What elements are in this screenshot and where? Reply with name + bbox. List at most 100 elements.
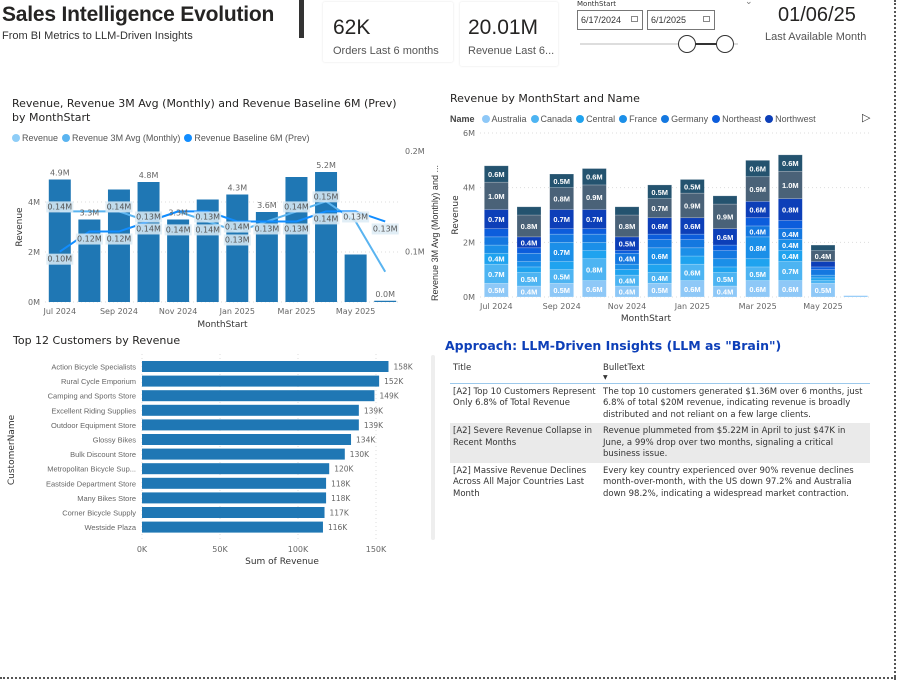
kpi-card-orders: 62K Orders Last 6 months — [323, 2, 453, 62]
stacked-segment — [516, 266, 542, 273]
legend-item[interactable]: Central — [576, 114, 615, 124]
bar-data-label: 4.3M — [227, 184, 247, 193]
revenue-bar — [107, 189, 130, 302]
revenue-bar — [374, 300, 397, 302]
last-month-value: 01/06/25 — [778, 4, 856, 26]
segment-data-label: 0.9M — [684, 201, 701, 210]
line-label-bg — [253, 223, 281, 235]
segment-data-label: 0.6M — [651, 252, 668, 261]
revenue-bar — [48, 179, 71, 302]
slider-start-handle[interactable] — [678, 35, 697, 53]
line-data-label: 0.14M — [225, 223, 250, 232]
legend-item[interactable]: Northwest — [765, 114, 816, 124]
legend-next-arrow-icon[interactable]: ▷ — [862, 111, 871, 124]
line-data-label: 0.14M — [47, 202, 72, 211]
calendar-icon[interactable] — [703, 16, 710, 22]
x-tick-label: Jan 2025 — [674, 302, 710, 311]
line-data-label: 0.14M — [107, 202, 132, 211]
insight-title: [A2] Top 10 Customers Represent Only 6.8… — [453, 386, 596, 409]
scrollbar[interactable] — [431, 355, 435, 540]
start-date-input[interactable]: 6/17/2024 — [577, 10, 643, 30]
customer-name: Westside Plaza — [84, 523, 136, 532]
column-header-title[interactable]: Title — [453, 363, 472, 373]
segment-data-label: 0.6M — [651, 222, 668, 231]
combo-chart-legend: Revenue Revenue 3M Avg (Monthly) Revenue B… — [12, 133, 309, 143]
customer-name: Excellent Riding Supplies — [51, 406, 136, 415]
kpi-value: 62K — [333, 16, 371, 39]
insights-table: Title BulletText ▼ [A2] Top 10 Customers … — [450, 362, 870, 502]
bar-data-label: 118K — [331, 479, 351, 488]
x-axis-title: MonthStart — [197, 320, 248, 330]
combo-chart-title: Revenue, Revenue 3M Avg (Monthly) and Re… — [12, 97, 397, 124]
date-slider-track[interactable] — [580, 43, 738, 45]
stacked-segment — [484, 181, 509, 210]
table-row[interactable]: [A2] Top 10 Customers Represent Only 6.8… — [450, 383, 870, 423]
legend-label: Australia — [491, 114, 527, 124]
table-row[interactable]: [A2] Severe Revenue Collapse in Recent M… — [450, 423, 870, 463]
customer-bar — [142, 507, 325, 518]
legend-item[interactable]: Revenue — [12, 133, 58, 143]
end-date-value: 6/1/2025 — [651, 15, 687, 25]
y-axis-title: Revenue — [15, 207, 25, 247]
segment-data-label: 0.7M — [553, 215, 570, 224]
calendar-icon[interactable] — [631, 16, 638, 22]
legend-item[interactable]: Northeast — [712, 114, 761, 124]
segment-data-label: 0.6M — [488, 170, 505, 179]
stacked-segment — [582, 233, 607, 243]
segment-data-label: 0.6M — [749, 285, 766, 294]
stacked-segment — [680, 247, 705, 257]
stacked-segment — [810, 261, 836, 268]
legend-item[interactable]: Canada — [530, 114, 572, 124]
stacked-segment — [843, 295, 868, 298]
legend-item[interactable]: Revenue Baseline 6M (Prev) — [184, 133, 309, 143]
chevron-down-icon[interactable]: ⌄ — [745, 0, 753, 7]
legend-dot-icon — [576, 115, 585, 123]
segment-data-label: 0.6M — [749, 206, 766, 215]
stacked-chart-title: Revenue by MonthStart and Name — [450, 92, 640, 105]
x-tick-label: May 2025 — [336, 307, 375, 316]
legend-item[interactable]: Germany — [661, 114, 708, 124]
legend-item[interactable]: Revenue 3M Avg (Monthly) — [62, 133, 180, 143]
legend-dot-icon — [12, 134, 20, 142]
bar-data-label: 149K — [379, 392, 399, 401]
line-series-2 — [59, 210, 386, 253]
line-label-bg — [194, 211, 222, 223]
segment-data-label: 0.8M — [586, 266, 603, 275]
insight-title: [A2] Massive Revenue Declines Across All… — [453, 465, 587, 499]
legend-item[interactable]: France — [619, 114, 657, 124]
slider-end-handle[interactable] — [716, 35, 735, 53]
hbar-chart-title: Top 12 Customers by Revenue — [13, 334, 181, 347]
end-date-input[interactable]: 6/1/2025 — [647, 10, 715, 30]
customer-name: Eastside Department Store — [46, 479, 136, 488]
customer-bar — [142, 492, 327, 504]
segment-data-label: 0.4M — [782, 241, 799, 250]
segment-data-label: 1.0M — [782, 181, 799, 190]
revenue-bar — [344, 254, 367, 302]
line-label-bg — [312, 191, 340, 203]
bar-data-label: 116K — [328, 523, 348, 532]
line-label-bg — [371, 223, 399, 235]
segment-data-label: 0.4M — [782, 252, 799, 261]
bar-data-label: 4.8M — [139, 171, 159, 180]
line-data-label: 0.10M — [47, 255, 72, 264]
stacked-segment — [778, 280, 803, 298]
line-label-bg — [46, 201, 74, 213]
segment-data-label: 0.6M — [782, 285, 799, 294]
x-tick-label: Jan 2025 — [219, 307, 255, 316]
legend-item[interactable]: Australia — [481, 114, 527, 124]
customer-bar — [142, 477, 327, 489]
legend-dot-icon — [765, 115, 774, 123]
segment-data-label: 0.7M — [488, 215, 505, 224]
segment-data-label: 0.4M — [749, 227, 766, 236]
segment-data-label: 0.7M — [782, 267, 799, 276]
column-header-bullettext[interactable]: BulletText ▼ — [600, 362, 870, 383]
insight-title: [A2] Severe Revenue Collapse in Recent M… — [453, 426, 592, 448]
table-row[interactable]: [A2] Massive Revenue Declines Across All… — [450, 463, 870, 503]
legend-dot-icon — [712, 115, 721, 123]
stacked-segment — [582, 228, 607, 235]
segment-data-label: 0.5M — [684, 182, 701, 191]
stacked-segment — [549, 242, 574, 262]
canvas-border-bottom — [0, 677, 896, 679]
stacked-segment — [516, 261, 542, 268]
line-label-bg — [105, 233, 133, 245]
